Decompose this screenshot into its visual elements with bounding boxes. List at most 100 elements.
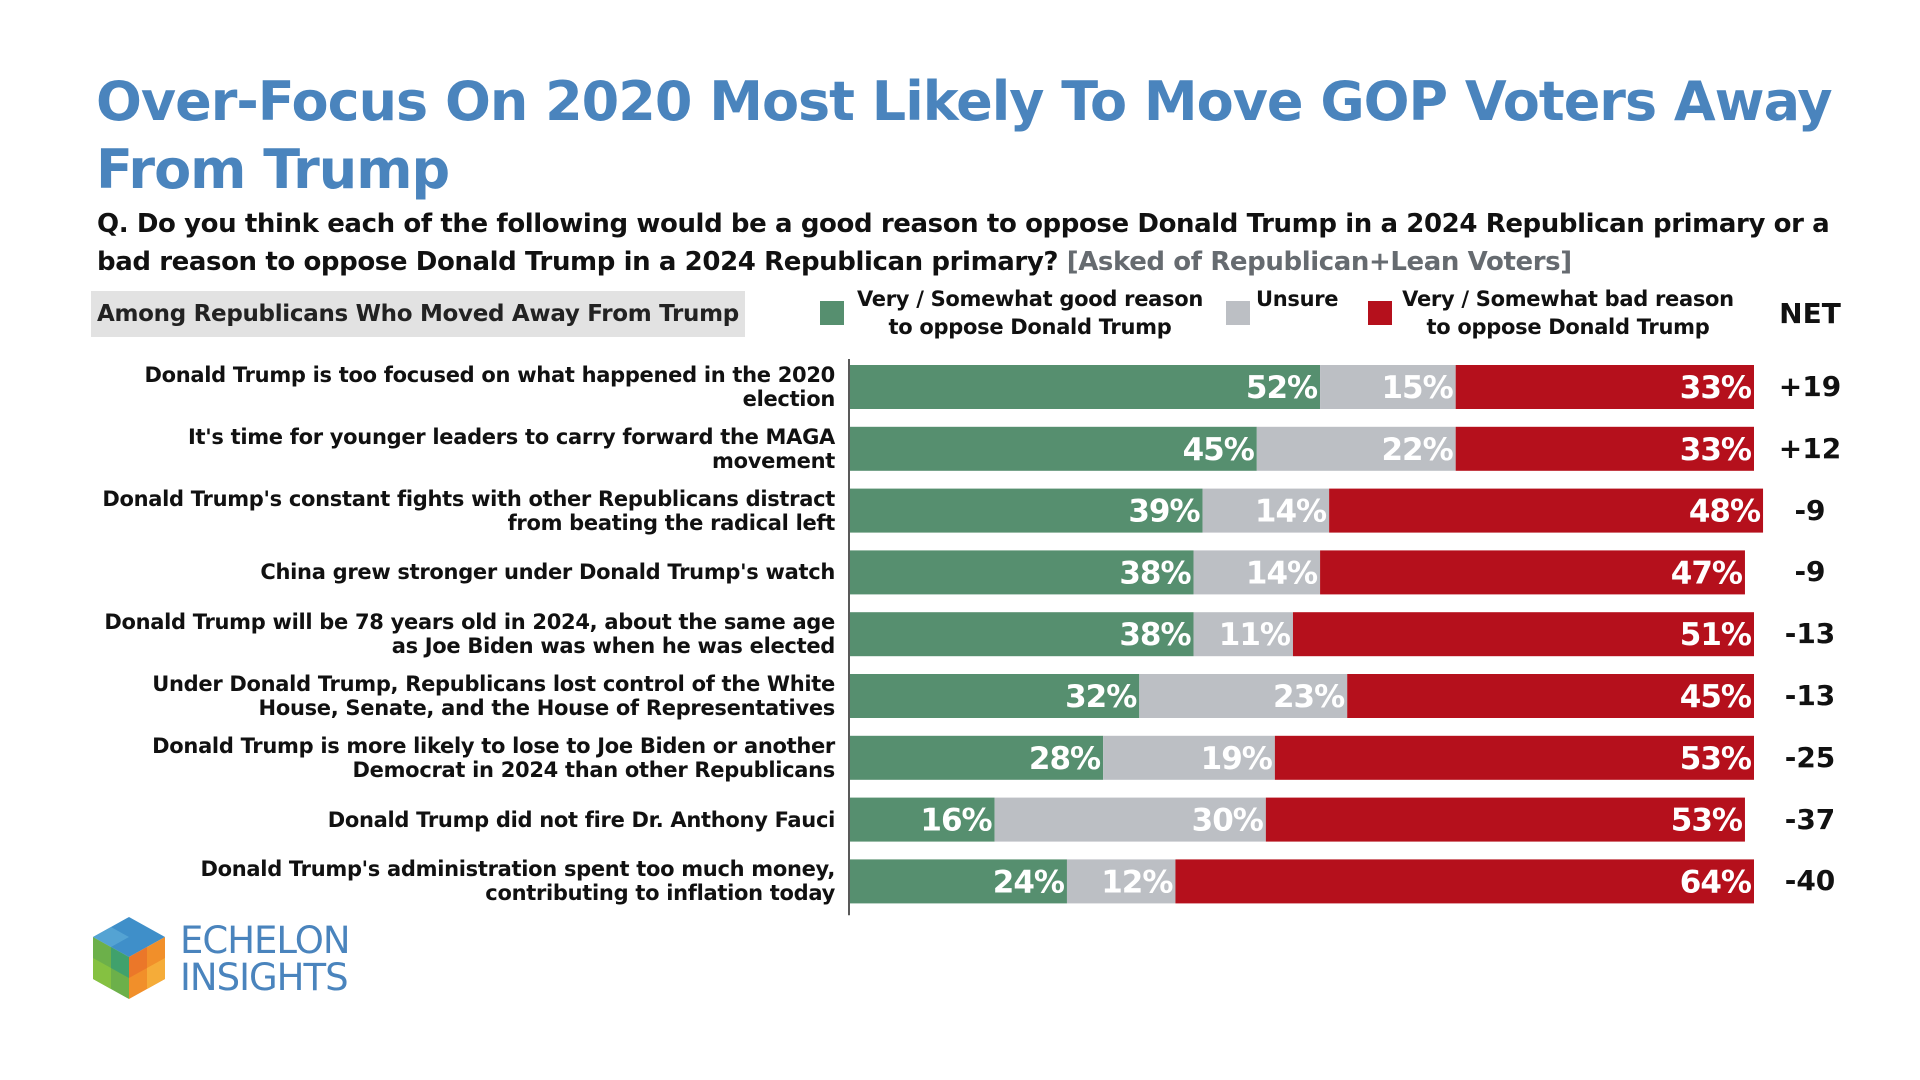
bar-unsure <box>1256 426 1456 471</box>
bar-good <box>850 550 1194 595</box>
chart-title: Over-Focus On 2020 Most Likely To Move G… <box>96 70 1833 201</box>
category-label: Donald Trump's administration spent too … <box>75 857 836 906</box>
bar-value-label-unsure: 22% <box>1381 432 1453 468</box>
category-label-line: Donald Trump's administration spent too … <box>200 857 836 882</box>
legend-label-bad: Very / Somewhat bad reason to oppose Dona… <box>1398 285 1738 341</box>
bar-value-label-unsure: 23% <box>1273 679 1345 715</box>
bar-value-label-unsure: 11% <box>1219 617 1291 653</box>
bar-value-label-good: 38% <box>1119 617 1191 653</box>
category-label-line: Donald Trump's constant fights with othe… <box>102 486 835 511</box>
bar-value-label-unsure: 19% <box>1201 741 1273 777</box>
bar-value-label-bad: 33% <box>1680 432 1752 468</box>
bar-value-label-good: 45% <box>1183 432 1255 468</box>
bar-good <box>850 797 995 842</box>
net-value: +12 <box>1778 431 1842 465</box>
bar-bad <box>1265 797 1745 842</box>
bar-good <box>850 735 1104 780</box>
legend-label-good: Very / Somewhat good reason to oppose Don… <box>850 285 1210 341</box>
category-label-line: movement <box>712 448 835 473</box>
legend-label-line: to oppose Donald Trump <box>888 315 1172 339</box>
bar-bad <box>1292 612 1754 657</box>
question-text: Q. Do you think each of the following wo… <box>97 205 1857 281</box>
net-value: -13 <box>1784 617 1836 651</box>
bar-unsure <box>1202 488 1330 533</box>
bar-bad <box>1175 859 1754 904</box>
logo-line-1: ECHELON <box>180 919 351 962</box>
bar-unsure <box>1103 735 1275 780</box>
bar-value-label-bad: 45% <box>1680 679 1752 715</box>
bar-unsure <box>1193 612 1293 657</box>
bar-value-label-bad: 51% <box>1680 617 1752 653</box>
category-label: It's time for younger leaders to carry f… <box>75 425 835 473</box>
category-label: Donald Trump will be 78 years old in 202… <box>75 610 835 658</box>
net-value: -13 <box>1784 679 1836 712</box>
bar-good <box>850 426 1257 471</box>
echelon-logo-icon <box>93 917 165 999</box>
net-value: -40 <box>1784 864 1836 898</box>
legend-swatch-good <box>820 301 844 325</box>
bar-bad <box>1329 488 1764 533</box>
category-label-line: China grew stronger under Donald Trump's… <box>260 560 835 585</box>
bar-value-label-good: 38% <box>1119 555 1191 591</box>
bar-good <box>850 612 1194 657</box>
category-label: China grew stronger under Donald Trump's… <box>75 560 835 584</box>
bar-value-label-good: 24% <box>993 864 1065 900</box>
bar-good <box>850 674 1140 718</box>
bar-value-label-unsure: 14% <box>1246 555 1318 591</box>
category-label-line: Democrat in 2024 than other Republicans <box>352 757 836 782</box>
category-label-line: It's time for younger leaders to carry f… <box>188 424 835 449</box>
bar-unsure <box>1193 550 1321 595</box>
category-label-line: as Joe Biden was when he was elected <box>391 634 836 659</box>
bar-value-label-bad: 47% <box>1671 555 1743 591</box>
bar-value-label-good: 32% <box>1065 679 1137 715</box>
legend-swatch-unsure <box>1226 301 1250 325</box>
legend-label-line: to oppose Donald Trump <box>1426 315 1710 339</box>
bar-value-label-good: 52% <box>1246 370 1318 406</box>
bar-value-label-good: 28% <box>1029 741 1101 777</box>
bar-value-label-good: 39% <box>1128 494 1200 530</box>
bar-good <box>850 859 1067 904</box>
bar-bad <box>1274 735 1754 780</box>
bar-value-label-unsure: 30% <box>1192 803 1264 839</box>
legend-label-line: Very / Somewhat good reason <box>856 287 1203 311</box>
category-label: Donald Trump did not fire Dr. Anthony Fa… <box>75 807 836 832</box>
bar-value-label-unsure: 15% <box>1381 370 1453 406</box>
logo-line-2: INSIGHTS <box>180 956 349 999</box>
bar-value-label-unsure: 14% <box>1255 494 1327 530</box>
net-value: -25 <box>1784 740 1836 774</box>
bar-good <box>850 488 1203 533</box>
bar-value-label-bad: 64% <box>1680 864 1752 900</box>
category-label-line: Donald Trump did not fire Dr. Anthony Fa… <box>327 807 836 832</box>
subgroup-label: Among Republicans Who Moved Away From Tr… <box>91 291 745 337</box>
question-note: [Asked of Republican+Lean Voters] <box>1066 247 1572 277</box>
bar-good <box>850 365 1321 409</box>
bar-bad <box>1347 674 1754 718</box>
bar-bad <box>1455 365 1754 409</box>
category-label-line: contributing to inflation today <box>485 881 835 906</box>
bar-value-label-bad: 53% <box>1671 803 1743 839</box>
bar-bad <box>1455 426 1754 471</box>
category-label-line: election <box>742 387 836 411</box>
net-value: +19 <box>1778 370 1842 403</box>
bar-value-label-good: 16% <box>920 803 992 839</box>
net-value: -9 <box>1794 555 1826 589</box>
bar-value-label-bad: 33% <box>1680 370 1752 406</box>
category-label-line: Donald Trump is more likely to lose to J… <box>152 733 835 758</box>
bar-value-label-unsure: 12% <box>1101 864 1173 900</box>
bar-unsure <box>1066 859 1176 904</box>
category-label: Donald Trump is too focused on what happ… <box>75 363 835 411</box>
bar-bad <box>1320 550 1745 595</box>
net-header: NET <box>1779 297 1841 330</box>
category-label-line: House, Senate, and the House of Represen… <box>258 696 836 720</box>
bar-value-label-bad: 48% <box>1689 494 1761 530</box>
category-label-line: Donald Trump will be 78 years old in 202… <box>104 610 835 635</box>
legend-swatch-bad <box>1368 301 1392 325</box>
bar-unsure <box>1320 365 1456 409</box>
net-value: -9 <box>1794 493 1826 527</box>
question-body: Q. Do you think each of the following wo… <box>97 209 1830 277</box>
category-label-line: Donald Trump is too focused on what happ… <box>144 363 835 387</box>
category-label: Under Donald Trump, Republicans lost con… <box>75 672 835 720</box>
bar-value-label-bad: 53% <box>1680 741 1752 777</box>
category-label: Donald Trump is more likely to lose to J… <box>75 734 835 782</box>
